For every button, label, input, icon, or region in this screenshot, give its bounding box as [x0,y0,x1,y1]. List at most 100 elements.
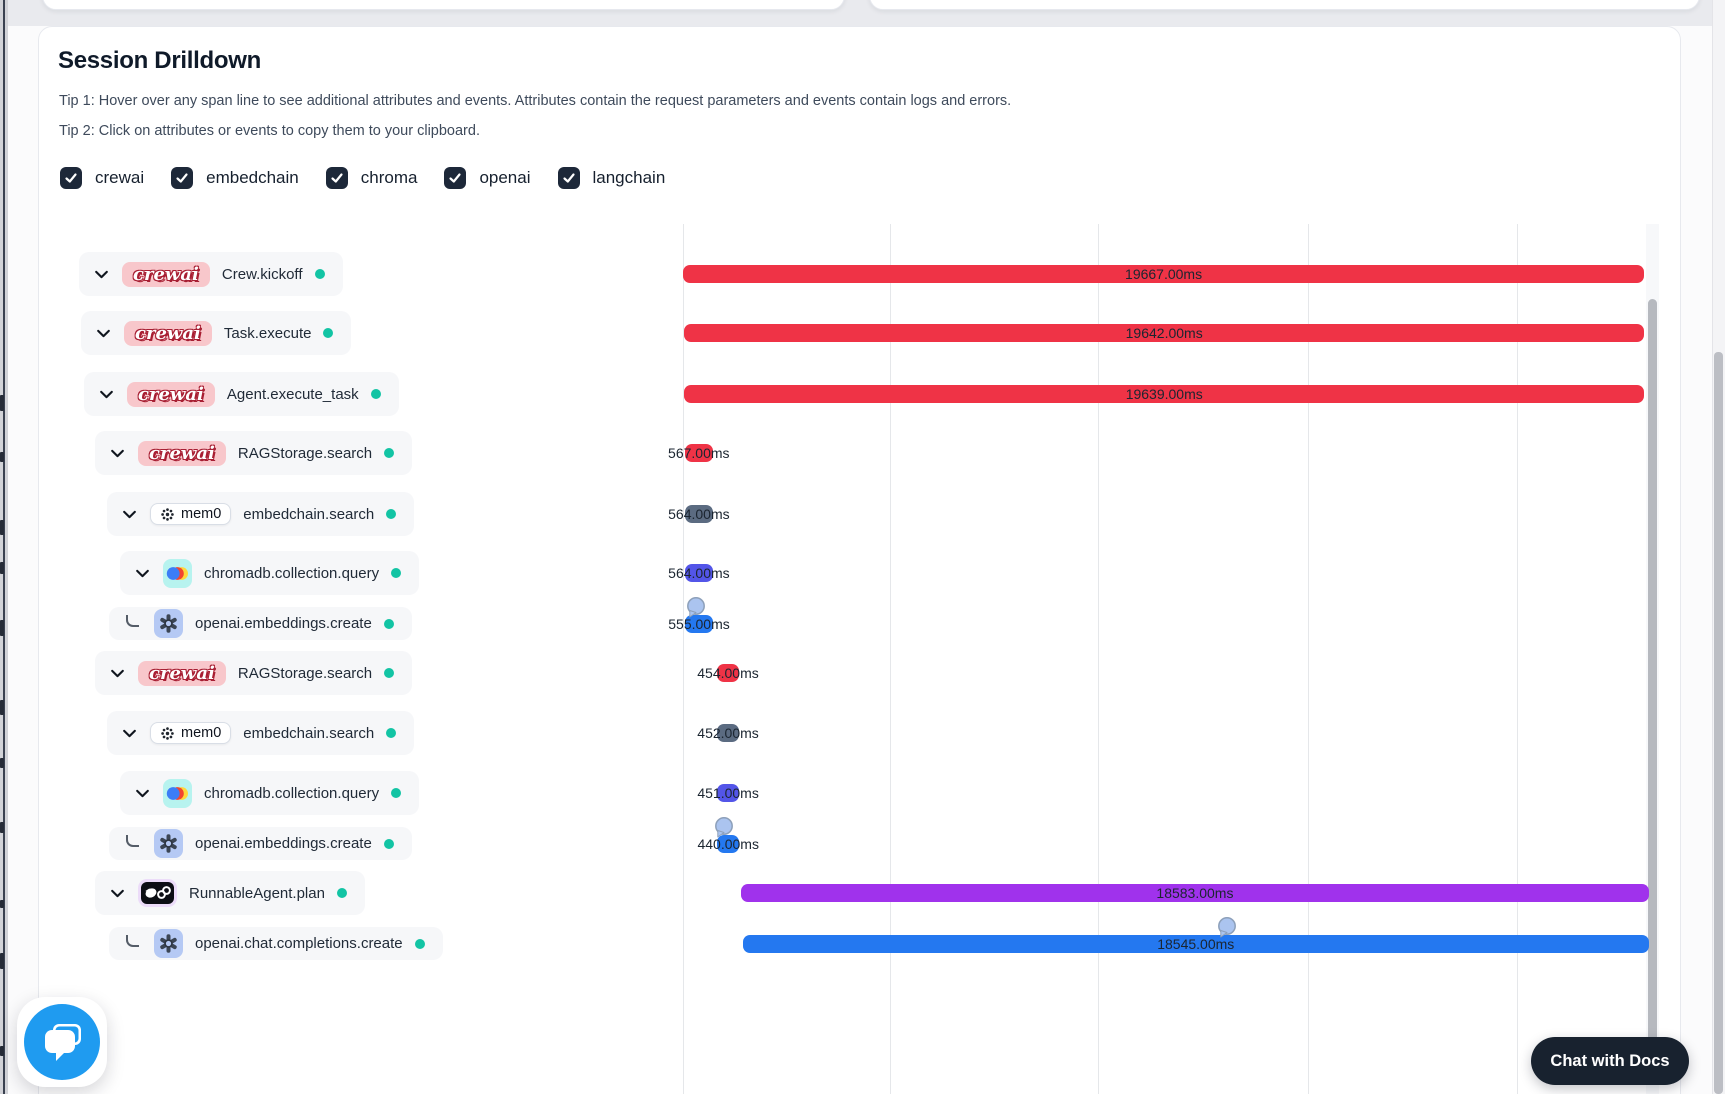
status-dot [383,618,394,629]
tip-2-text: Tip 2: Click on attributes or events to … [59,123,480,139]
span-row[interactable]: openai.embeddings.create [109,607,412,640]
chevron-down-icon[interactable] [108,884,126,902]
crewai-icon: crewai [127,381,215,407]
filter-langchain[interactable]: langchain [557,167,665,189]
status-dot [323,328,334,338]
checkbox-checked-icon[interactable] [325,167,348,189]
span-duration-label: 18545.00ms [1157,935,1235,952]
filter-openai[interactable]: openai [444,167,531,189]
timeline-gridline [1098,224,1099,1094]
span-bar[interactable] [742,934,1649,953]
left-panel-sliver [0,0,8,1094]
filter-crewai[interactable]: crewai [60,167,144,189]
filter-label: crewai [95,168,145,187]
session-drilldown-card: Session Drilldown Tip 1: Hover over any … [38,26,1681,1094]
chevron-down-icon[interactable] [120,505,138,523]
chevron-down-icon[interactable] [94,324,112,342]
chat-widget-circle [24,1004,100,1080]
chevron-down-icon[interactable] [108,664,126,682]
span-bar[interactable] [684,324,1645,342]
chevron-down-icon[interactable] [108,444,126,462]
chevron-down-icon[interactable] [133,564,151,582]
filter-embedchain[interactable]: embedchain [171,167,299,189]
span-bar[interactable] [716,664,740,682]
chart-scrollbar-thumb[interactable] [1648,299,1657,1083]
tip-1-text: Tip 1: Hover over any span line to see a… [59,93,1012,109]
crewai-icon: crewai [138,660,226,686]
page-scrollbar-thumb[interactable] [1714,352,1723,1094]
span-bar[interactable] [717,784,740,802]
chevron-down-icon[interactable] [97,385,115,403]
span-row[interactable]: crewai RAGStorage.search [95,651,413,695]
span-bar[interactable] [684,385,1645,403]
checkbox-checked-icon[interactable] [444,167,467,189]
filter-chroma[interactable]: chroma [325,167,417,189]
openai-icon [154,829,183,858]
span-bar[interactable] [740,884,1649,902]
openai-icon [154,609,183,638]
span-row[interactable]: mem0 embedchain.search [107,711,415,755]
span-bar[interactable] [685,564,713,582]
span-name: RAGStorage.search [237,444,373,462]
span-duration-label: 564.00ms [668,565,730,581]
clipped-text-fragment [0,395,4,411]
filter-label: openai [479,168,531,187]
event-marker-icon[interactable] [1216,916,1238,943]
checkbox-checked-icon[interactable] [60,167,82,189]
langchain-icon [138,879,177,907]
clipped-text-fragment [0,1046,4,1056]
span-row[interactable]: crewai Task.execute [81,311,352,355]
span-row[interactable]: RunnableAgent.plan [95,871,365,915]
chat-widget-button[interactable] [17,997,107,1087]
span-name: openai.chat.completions.create [195,935,403,952]
span-name: embedchain.search [243,724,375,742]
span-row[interactable]: openai.embeddings.create [109,827,412,860]
span-bar[interactable] [685,614,713,633]
span-name: RAGStorage.search [237,664,373,682]
status-dot [414,938,425,949]
span-bar[interactable] [683,265,1645,283]
span-bar[interactable] [717,834,739,853]
event-marker-icon[interactable] [685,596,707,623]
span-name: Agent.execute_task [226,385,359,403]
timeline-gridline [890,224,891,1094]
status-dot [391,788,402,798]
filter-label: embedchain [206,168,299,187]
span-row[interactable]: crewai RAGStorage.search [95,431,413,475]
span-name: Crew.kickoff [221,265,303,283]
span-row[interactable]: chromadb.collection.query [120,771,420,815]
span-duration-label: 454.00ms [697,665,759,681]
span-row[interactable]: mem0 embedchain.search [107,492,415,536]
tree-connector-icon [126,935,139,947]
span-bar[interactable] [684,444,713,462]
chat-with-docs-button[interactable]: Chat with Docs [1531,1037,1689,1085]
chevron-down-icon[interactable] [120,724,138,742]
event-marker-icon[interactable] [713,816,735,843]
span-duration-label: 19667.00ms [1125,266,1203,282]
clipped-text-fragment [0,953,4,969]
span-bar[interactable] [717,724,740,742]
span-bar[interactable] [685,505,713,523]
span-name: openai.embeddings.create [195,615,372,632]
trace-waterfall: crewai Crew.kickoff 19667.00ms crewai Task.e… [39,224,1682,1094]
span-name: chromadb.collection.query [204,784,380,802]
span-row[interactable]: chromadb.collection.query [120,551,420,595]
checkbox-checked-icon[interactable] [171,167,194,189]
span-row[interactable]: crewai Agent.execute_task [84,372,399,416]
tree-connector-icon [126,615,139,627]
status-dot [336,888,347,898]
span-row[interactable]: openai.chat.completions.create [109,927,443,960]
status-dot [384,668,395,678]
span-name: embedchain.search [243,505,375,523]
span-duration-label: 567.00ms [668,445,730,461]
status-dot [386,509,397,519]
checkbox-checked-icon[interactable] [557,167,580,189]
chroma-icon [163,558,192,588]
span-name: chromadb.collection.query [204,564,380,582]
provider-filter-group: crewai embedchain chroma openai langchain [60,167,665,189]
chevron-down-icon[interactable] [133,784,151,802]
chat-bubbles-icon [45,1024,81,1061]
chevron-down-icon[interactable] [92,265,110,283]
crewai-icon: crewai [124,320,212,346]
span-row[interactable]: crewai Crew.kickoff [79,252,343,296]
